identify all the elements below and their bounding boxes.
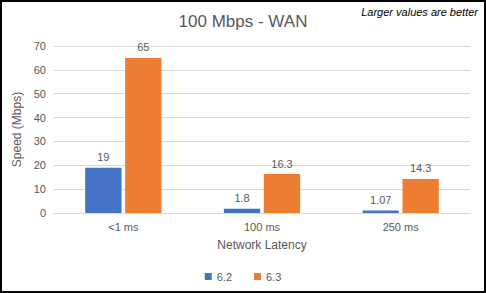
svg-text:60: 60 xyxy=(34,64,46,76)
svg-text:70: 70 xyxy=(34,40,46,52)
svg-text:20: 20 xyxy=(34,159,46,171)
svg-text:10: 10 xyxy=(34,183,46,195)
svg-text:0: 0 xyxy=(40,207,46,219)
svg-text:6.3: 6.3 xyxy=(266,271,281,283)
svg-text:16.3: 16.3 xyxy=(271,158,292,170)
svg-text:30: 30 xyxy=(34,135,46,147)
svg-text:1.8: 1.8 xyxy=(234,192,249,204)
svg-text:1.07: 1.07 xyxy=(370,194,391,206)
svg-text:100 Mbps - WAN: 100 Mbps - WAN xyxy=(179,12,308,31)
svg-text:Network Latency: Network Latency xyxy=(217,238,306,252)
svg-text:Speed (Mbps): Speed (Mbps) xyxy=(10,92,24,167)
svg-text:Larger values are better: Larger values are better xyxy=(361,6,479,18)
svg-text:65: 65 xyxy=(137,41,149,53)
svg-text:250 ms: 250 ms xyxy=(383,221,420,233)
svg-text:100 ms: 100 ms xyxy=(244,221,281,233)
svg-text:50: 50 xyxy=(34,88,46,100)
svg-text:6.2: 6.2 xyxy=(217,271,232,283)
svg-text:<1 ms: <1 ms xyxy=(108,221,139,233)
svg-text:19: 19 xyxy=(97,151,109,163)
svg-text:40: 40 xyxy=(34,112,46,124)
svg-text:14.3: 14.3 xyxy=(410,162,431,174)
